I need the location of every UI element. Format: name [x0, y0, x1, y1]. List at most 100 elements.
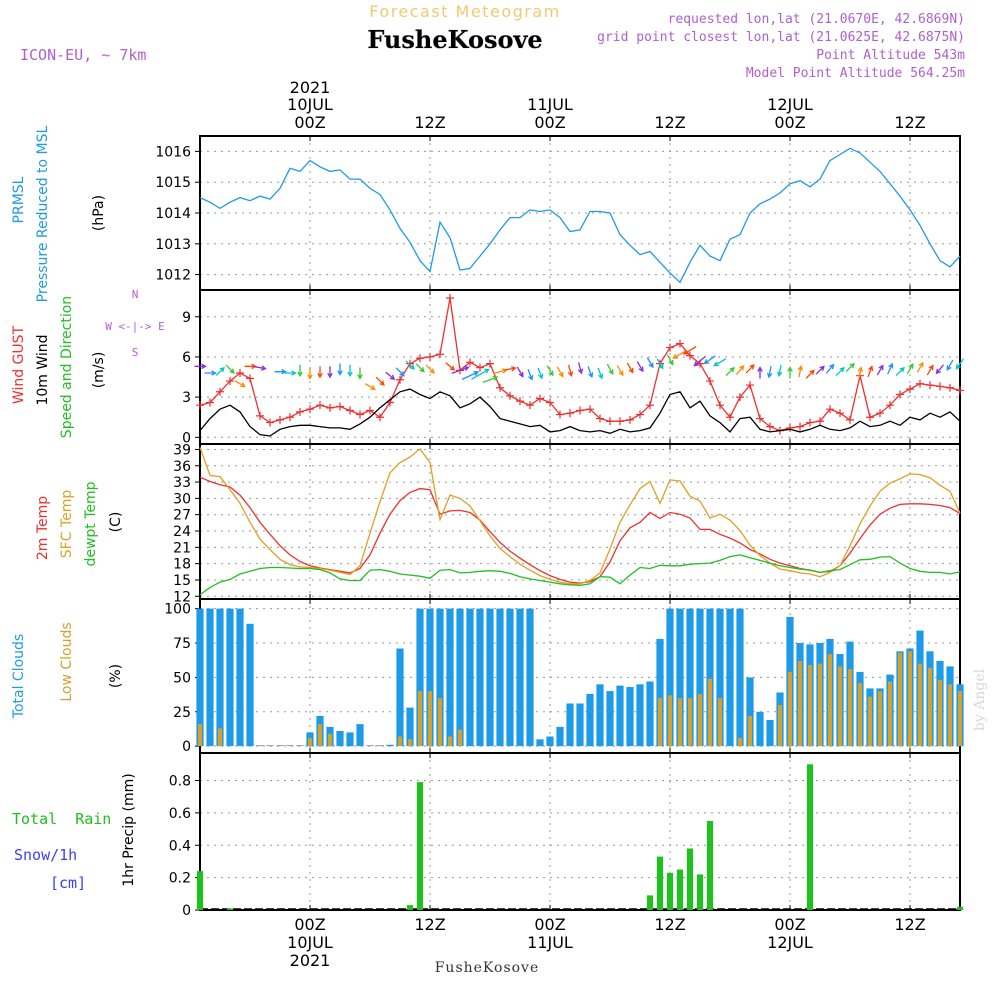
ytick-label: 21	[173, 540, 191, 556]
wind-direction-arrow	[636, 361, 644, 373]
ytick-label: 0.6	[169, 806, 191, 822]
wind10m-line	[199, 388, 961, 437]
ytick-label: 33	[173, 475, 191, 491]
wind-direction-arrow	[666, 354, 674, 366]
total-cloud-bar	[586, 693, 594, 747]
total-cloud-bar	[676, 608, 684, 747]
pressure-line	[199, 147, 961, 284]
wind-direction-arrow	[385, 371, 396, 381]
gust-marker	[606, 417, 614, 426]
gust-marker	[746, 381, 754, 390]
total-cloud-bar	[756, 711, 764, 747]
gust-label: Wind GUST	[11, 325, 27, 404]
total-cloud-bar	[706, 608, 714, 747]
wind-direction-arrow	[225, 364, 235, 374]
gust-marker	[526, 401, 534, 410]
ytick-label: 1016	[155, 144, 191, 160]
wind-direction-arrow	[307, 367, 313, 380]
gust-marker	[766, 422, 774, 431]
total-cloud-bar	[506, 608, 514, 747]
gust-marker	[706, 377, 714, 386]
wind-direction-arrow	[646, 357, 654, 369]
gust-marker	[356, 410, 364, 419]
gust-marker	[886, 401, 894, 410]
total-cloud-bar	[286, 745, 294, 747]
bottom-hour-label: 00Z	[774, 915, 805, 934]
prmsl-sublabel: Pressure Reduced to MSL	[35, 125, 51, 302]
top-hour-label: 00Z	[774, 113, 805, 132]
low-cloud-bar	[198, 724, 202, 747]
total-cloud-bar	[196, 608, 204, 747]
low-cloud-bar	[418, 691, 422, 747]
top-year-label: 2021	[290, 78, 331, 97]
total-cloud-bar	[266, 745, 274, 747]
wind-direction-arrow	[461, 371, 480, 380]
low-cloud-bar	[898, 652, 902, 747]
low-cloud-bar	[308, 737, 312, 747]
low-cloud-bar	[888, 681, 892, 747]
gust-marker	[806, 418, 814, 427]
wind-direction-arrow	[626, 362, 634, 374]
wind-direction-arrow	[234, 380, 246, 388]
total-cloud-bar	[696, 608, 704, 747]
gust-marker	[466, 358, 474, 367]
wind-direction-arrow	[745, 364, 755, 374]
panel-clouds: 0 25 50 75 100	[164, 598, 964, 755]
gust-marker	[576, 406, 584, 415]
ytick-label: 9	[182, 310, 191, 326]
gust-marker	[926, 381, 934, 390]
gust-marker	[416, 354, 424, 363]
wind-direction-arrow	[606, 363, 614, 375]
wind-direction-arrow	[274, 368, 287, 375]
gust-marker	[686, 351, 694, 360]
ytick-label: 18	[173, 557, 191, 573]
top-date-label: 12JUL	[767, 95, 813, 114]
wind-direction-arrow	[766, 366, 773, 379]
total-cloud-bar	[356, 724, 364, 747]
location-title: FusheKosove	[367, 25, 542, 54]
low-cloud-bar	[788, 671, 792, 747]
total-cloud-label: Total Clouds	[11, 634, 27, 719]
gust-marker	[786, 423, 794, 432]
ytick-label: 3	[182, 390, 191, 406]
precip-bar	[416, 782, 424, 910]
wind-direction-arrow	[405, 360, 415, 370]
pressure-panel-labels: PRMSL Pressure Reduced to MSL (hPa)	[11, 125, 107, 302]
gust-marker	[426, 352, 434, 361]
gust-marker	[756, 414, 764, 423]
top-hour-label: 12Z	[654, 113, 685, 132]
total-cloud-bar	[386, 744, 394, 747]
ytick-label: 36	[173, 459, 191, 475]
point-altitude: Point Altitude 543m	[816, 48, 965, 63]
total-cloud-bar	[206, 608, 214, 747]
wind-direction-arrow	[364, 383, 376, 390]
wind-direction-arrow	[577, 362, 584, 375]
gust-marker	[366, 406, 374, 415]
ytick-label: 0.4	[169, 838, 191, 854]
top-date-label: 10JUL	[287, 95, 333, 114]
bottom-hour-label: 00Z	[534, 915, 565, 934]
wind-direction-arrow	[556, 366, 564, 378]
wind-direction-arrow	[425, 364, 435, 374]
total-cloud-bar	[446, 608, 454, 747]
model-altitude: Model Point Altitude 564.25m	[746, 66, 965, 81]
total-cloud-bar	[436, 608, 444, 747]
wind-direction-arrow	[725, 366, 735, 377]
gust-marker	[616, 417, 624, 426]
wind-direction-arrow	[317, 366, 323, 379]
wind10m-label: 10m Wind	[35, 334, 51, 405]
ytick-label: 1012	[155, 268, 191, 284]
wind-direction-arrow	[895, 366, 905, 377]
total-cloud-bar	[636, 684, 644, 747]
gust-marker	[666, 343, 674, 352]
pressure-unit: (hPa)	[91, 195, 107, 231]
ytick-label: 24	[173, 524, 191, 540]
gust-marker	[196, 401, 204, 410]
gust-marker	[486, 359, 494, 368]
gust-marker	[436, 350, 444, 359]
wind-direction-arrow	[395, 367, 405, 377]
wind-panel-labels: Wind GUST 10m Wind Speed and Direction (…	[11, 288, 165, 438]
low-cloud-bar	[938, 680, 942, 747]
product-title: Forecast Meteogram	[369, 2, 560, 21]
